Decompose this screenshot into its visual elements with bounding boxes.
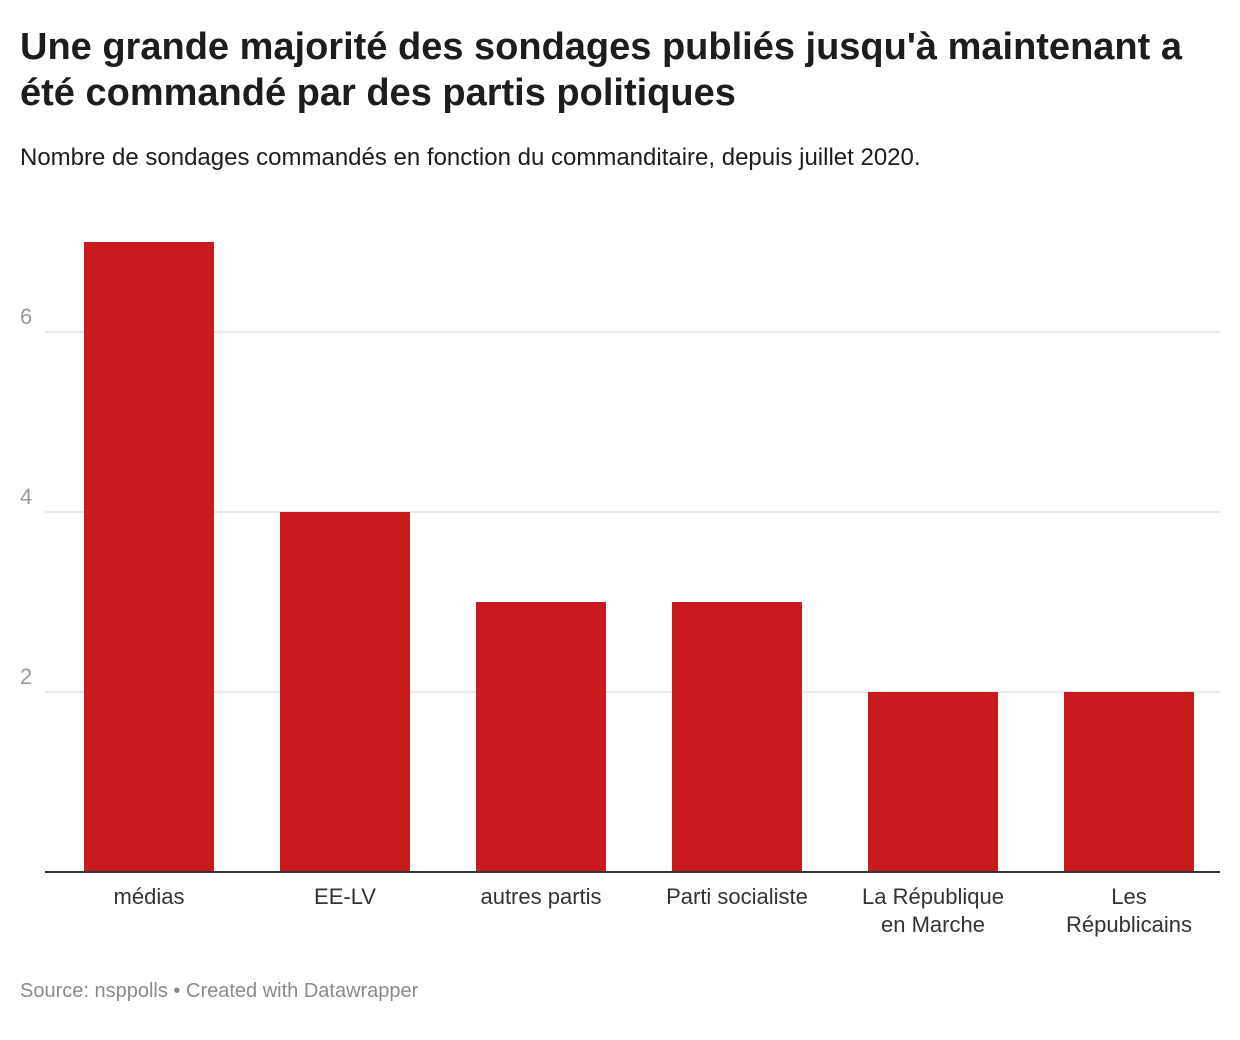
category-label-4-line-0: La République	[862, 884, 1004, 909]
source-note: Source: nsppolls	[20, 980, 168, 1002]
chart-title: Une grande majorité des sondages publiés…	[20, 26, 1182, 114]
category-label-5-line-1: Républicains	[1066, 912, 1192, 937]
bar-4	[868, 692, 998, 872]
bar-5	[1064, 692, 1194, 872]
category-label-0: médias	[114, 884, 185, 909]
category-label-5-line-0: Les	[1111, 884, 1146, 909]
bar-2	[476, 602, 606, 872]
footer-separator: •	[167, 980, 186, 1002]
chart-subtitle: Nombre de sondages commandés en fonction…	[20, 144, 921, 171]
bars	[84, 242, 1194, 872]
chart-footer: Source: nsppolls • Created with Datawrap…	[20, 978, 418, 1004]
category-label-1: EE-LV	[314, 884, 376, 909]
category-labels: médias EE-LV autres partis Parti socialiste…	[114, 884, 1192, 937]
bar-3	[672, 602, 802, 872]
y-tick-label-4: 4	[20, 484, 32, 509]
gridlines	[45, 331, 1220, 693]
bar-chart: 2 4 6 médias EE-LV autres partis Parti social…	[20, 242, 1220, 937]
category-label-4-line-1: en Marche	[881, 912, 985, 937]
bar-0	[84, 242, 214, 872]
bar-1	[280, 512, 410, 872]
y-tick-label-6: 6	[20, 304, 32, 329]
y-tick-label-2: 2	[20, 664, 32, 689]
credit-note: Created with Datawrapper	[186, 980, 419, 1002]
category-label-2: autres partis	[480, 884, 601, 909]
category-label-3: Parti socialiste	[666, 884, 808, 909]
y-tick-labels: 2 4 6	[20, 304, 32, 689]
